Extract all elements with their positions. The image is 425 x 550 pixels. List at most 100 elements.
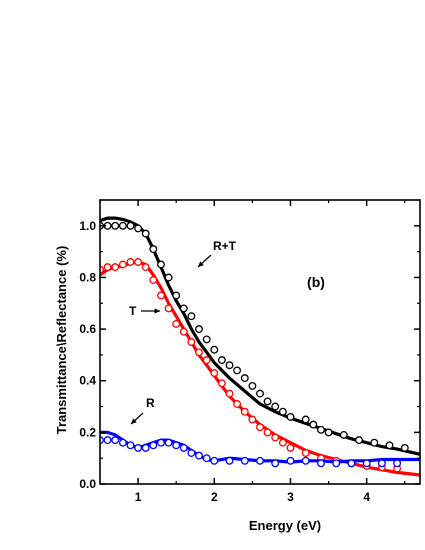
data-point-r-t: [240, 374, 249, 383]
plot-area: [100, 216, 420, 477]
data-point-t: [256, 423, 264, 432]
x-tick-label: 4: [363, 490, 370, 504]
data-point-t: [233, 400, 242, 408]
data-point-r: [317, 459, 325, 468]
data-point-r: [134, 443, 143, 452]
data-point-t: [240, 407, 249, 416]
data-point-t: [179, 327, 188, 336]
panel-label: (b): [307, 274, 325, 290]
data-point-r-t: [187, 312, 196, 321]
data-point-r-t: [248, 381, 257, 390]
data-point-r: [225, 456, 234, 465]
data-point-r-t: [339, 430, 348, 439]
data-point-r-t: [324, 428, 333, 437]
data-point-t: [126, 258, 135, 266]
data-point-r-t: [202, 335, 211, 344]
data-point-r: [126, 441, 135, 450]
y-tick-label: 0.2: [79, 425, 96, 439]
data-point-t: [248, 415, 257, 424]
plot-frame: [99, 199, 421, 485]
data-point-t: [157, 291, 165, 300]
data-point-r-t: [385, 441, 394, 450]
y-tick-label: 0.6: [79, 322, 96, 336]
annotation-rt: R+T: [213, 239, 237, 253]
data-point-t: [195, 348, 203, 357]
data-point-r-t: [126, 221, 135, 230]
data-point-r: [118, 438, 127, 447]
data-point-t: [172, 319, 181, 328]
data-point-r-t: [370, 438, 379, 447]
data-point-t: [263, 428, 272, 437]
data-point-r: [332, 459, 341, 468]
data-point-t: [118, 260, 127, 269]
data-point-t: [217, 379, 226, 388]
y-tick-label: 0.8: [79, 270, 96, 284]
data-point-r: [210, 456, 219, 465]
data-point-r-t: [195, 325, 203, 334]
data-point-t: [286, 443, 295, 452]
data-point-r: [362, 459, 371, 468]
data-point-r: [111, 436, 120, 445]
data-point-r: [100, 436, 104, 445]
data-point-r-t: [134, 224, 143, 233]
data-point-r: [377, 459, 386, 468]
x-tick-label: 1: [135, 490, 142, 504]
data-point-r: [347, 459, 356, 468]
data-point-r-t: [278, 407, 287, 416]
data-point-r-t: [400, 443, 409, 452]
data-point-r: [195, 451, 203, 460]
y-tick-label: 1.0: [79, 219, 96, 233]
data-point-t: [210, 369, 219, 377]
data-point-t: [301, 449, 310, 457]
axes: 1 2 3 4 0.0 0.2 0.4 0.6 0.8 1.0: [79, 199, 421, 504]
data-point-t: [134, 258, 143, 266]
data-point-r: [256, 456, 264, 465]
data-point-r-t: [271, 402, 280, 411]
arrow-t-head: [154, 308, 160, 314]
data-point-t: [149, 276, 158, 284]
data-point-r-t: [263, 397, 272, 406]
data-point-r: [240, 456, 249, 465]
data-point-r-t: [225, 361, 234, 370]
data-point-r-t: [141, 229, 150, 238]
data-point-r: [286, 456, 295, 465]
data-point-r-t: [118, 221, 127, 230]
data-point-t: [141, 263, 150, 272]
data-point-r-t: [111, 221, 120, 230]
data-point-r-t: [301, 415, 310, 424]
data-point-r-t: [317, 425, 325, 434]
annotation-r: R: [146, 396, 155, 410]
data-point-r: [179, 443, 188, 452]
data-point-t: [100, 265, 104, 274]
data-point-r: [149, 441, 158, 450]
data-point-t: [225, 389, 234, 398]
data-point-t: [111, 263, 120, 272]
data-point-r-t: [210, 345, 219, 354]
data-point-t: [278, 438, 287, 447]
data-point-t: [164, 304, 173, 313]
data-point-r-t: [164, 273, 173, 282]
data-point-r-t: [179, 304, 188, 313]
data-point-t: [202, 356, 211, 365]
data-point-r-t: [355, 436, 363, 445]
y-tick-label: 0.4: [79, 374, 96, 388]
data-point-r-t: [256, 389, 264, 398]
data-point-r: [202, 454, 211, 463]
data-point-r: [157, 438, 165, 447]
data-point-r-t: [309, 420, 318, 429]
x-tick-label: 3: [287, 490, 294, 504]
data-point-r: [271, 459, 280, 468]
series-line-r-t: [100, 216, 420, 456]
data-point-r: [172, 441, 181, 450]
data-point-r: [393, 459, 402, 468]
data-point-r-t: [172, 291, 181, 300]
x-axis-title: Energy (eV): [249, 518, 321, 533]
data-point-r-t: [149, 245, 158, 254]
y-axis-title: Transmittance\Reflectance (%): [54, 246, 69, 435]
data-point-r-t: [157, 260, 165, 269]
data-point-t: [271, 433, 280, 442]
data-point-r-t: [217, 356, 226, 365]
data-point-t: [103, 263, 112, 272]
